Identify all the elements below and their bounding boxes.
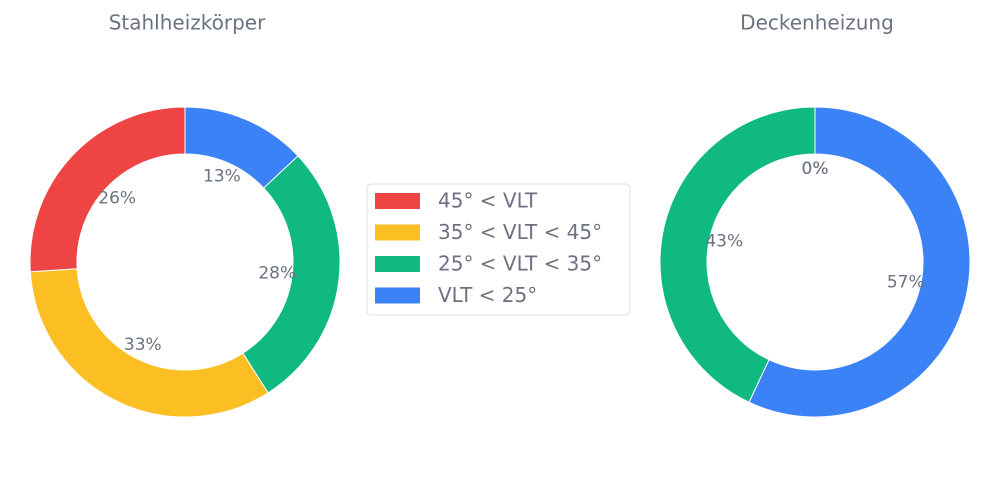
value-label: 57% [887,272,925,292]
value-label: 33% [124,335,162,355]
legend-swatch [375,193,420,209]
value-label: 13% [203,167,241,187]
legend-label: 25° < VLT < 35° [438,252,602,276]
legend-swatch [375,224,420,241]
legend-swatch [375,287,420,304]
legend-box [366,183,631,316]
slice [29,268,269,418]
slice [29,106,186,273]
slice [748,106,971,418]
value-label: 0% [802,159,829,179]
slice [659,106,816,403]
chart-title: Deckenheizung [740,11,894,35]
value-label: 0% [802,159,829,179]
value-label: 26% [98,188,136,208]
value-label: 43% [705,232,743,252]
slice [242,155,341,394]
legend-swatch [375,256,420,272]
legend-label: 45° < VLT [438,189,538,213]
value-label: 28% [258,264,296,284]
legend-label: VLT < 25° [438,283,537,307]
chart-title: Stahlheizkörper [109,11,266,35]
legend-label: 35° < VLT < 45° [438,220,602,244]
